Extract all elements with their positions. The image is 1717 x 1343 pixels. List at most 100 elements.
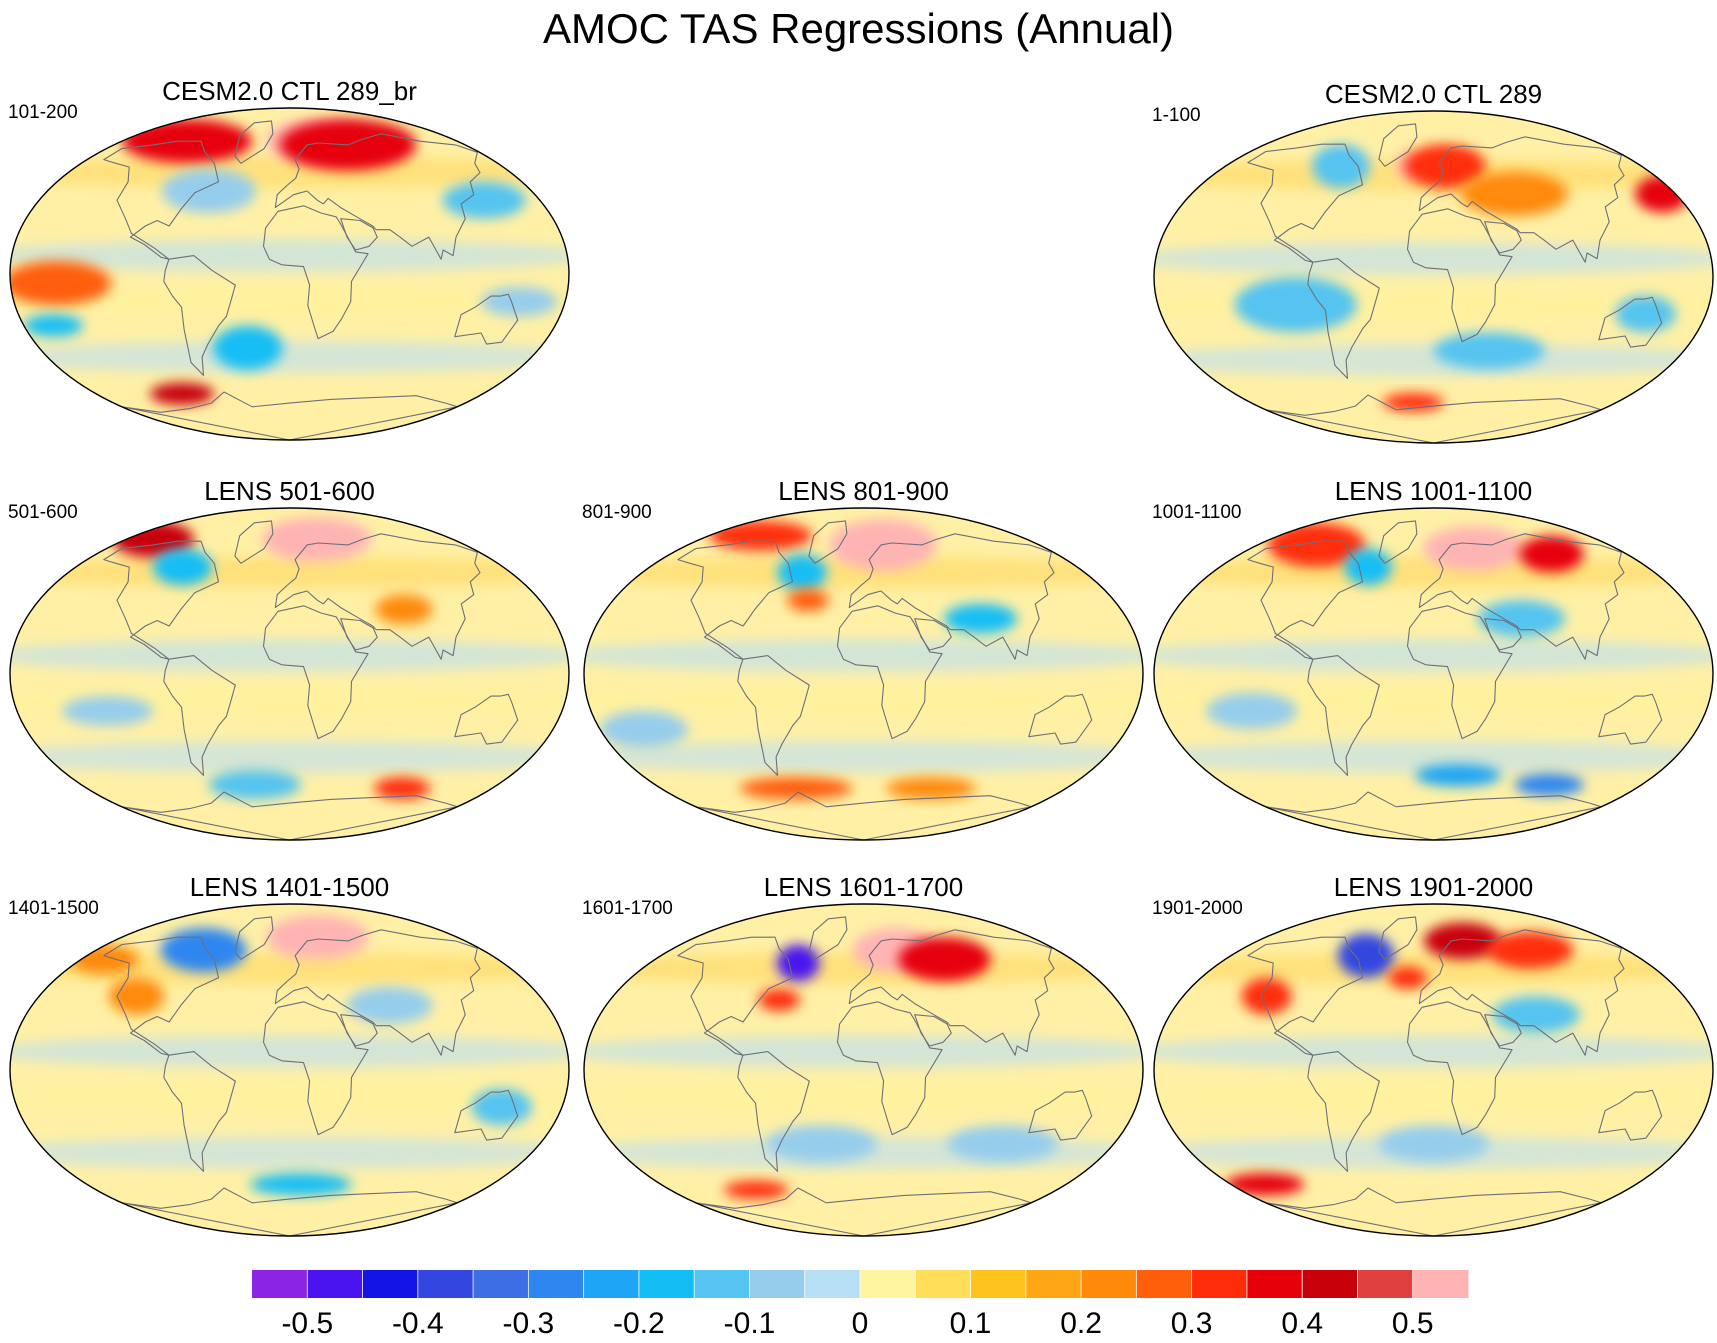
anomaly-region (1312, 144, 1370, 189)
background-band (1154, 242, 1713, 275)
colorbar-tick-label: 0.3 (1171, 1307, 1213, 1340)
coastline-antarctica (1265, 394, 1602, 443)
anomaly-region (1337, 933, 1395, 978)
anomaly-region (886, 777, 976, 800)
coastline-north-america (1247, 936, 1364, 1056)
coastline-antarctica (1265, 791, 1602, 840)
background-band (10, 1137, 569, 1169)
anomaly-region (442, 181, 526, 219)
colorbar-swatch (1081, 1270, 1137, 1298)
coastline-antarctica (1265, 1187, 1602, 1236)
coastline-arabia (1484, 1014, 1522, 1047)
anomaly-region (766, 1125, 878, 1163)
coastline-australia (454, 293, 519, 345)
anomaly-region (161, 168, 256, 214)
coastline-africa (1406, 208, 1513, 343)
anomaly-region (709, 520, 812, 551)
map-frame (583, 507, 1144, 841)
anomaly-region (1492, 996, 1580, 1034)
anomaly-region (723, 1180, 789, 1200)
coastline-north-america (1247, 143, 1364, 263)
panel-period-label: 501-600 (8, 502, 78, 523)
background-band (584, 556, 1143, 589)
anomaly-region (739, 777, 853, 800)
background-band (1154, 344, 1713, 376)
map-frame (9, 903, 570, 1237)
coastline-arabia (340, 218, 378, 251)
coastline-south-america (1307, 655, 1380, 776)
coastline-antarctica (695, 1187, 1032, 1236)
colorbar-swatch (252, 1270, 308, 1298)
background-band (1154, 952, 1713, 985)
anomaly-region (1206, 692, 1298, 730)
colorbar-swatch (970, 1270, 1027, 1298)
panel-period-label: 1-100 (1152, 105, 1201, 126)
panel-title: LENS 1601-1700 (763, 872, 964, 902)
background-band (10, 639, 569, 672)
colorbar-swatch (528, 1270, 585, 1298)
map-frame (1153, 507, 1714, 841)
coastline-eurasia (274, 929, 481, 1056)
panel-period-label: 1901-2000 (1152, 898, 1243, 919)
coastline-australia (1598, 1089, 1663, 1141)
map-frame (1153, 110, 1714, 444)
background-band (10, 741, 569, 773)
colorbar-swatch (915, 1270, 972, 1298)
panel-title: LENS 1901-2000 (1333, 872, 1534, 902)
coastline-north-america (103, 936, 220, 1056)
coastline-australia (1028, 1089, 1093, 1141)
map-plot (583, 903, 1144, 1237)
colorbar-swatch (583, 1270, 640, 1298)
background-band (1154, 741, 1713, 773)
colorbar-swatch (1302, 1270, 1358, 1298)
coastline-arabia (914, 618, 952, 651)
map-plot (1153, 507, 1714, 841)
map-panel: LENS 1601-1700 1601-1700 (582, 872, 1145, 1237)
anomaly-region (898, 937, 991, 982)
panel-period-label: 1001-1100 (1152, 502, 1242, 523)
anomaly-region (1423, 526, 1526, 571)
coastline-eurasia (1418, 136, 1625, 263)
map-panel: LENS 1901-2000 1901-2000 (1152, 872, 1715, 1237)
coastline-australia (1598, 296, 1663, 348)
coastline-africa (262, 605, 369, 740)
map-plot (1153, 110, 1714, 444)
anomaly-region (1267, 522, 1366, 567)
coastline-arabia (340, 1014, 378, 1047)
background-band (584, 952, 1143, 985)
colorbar-swatch (1136, 1270, 1193, 1298)
anomaly-region (213, 325, 283, 370)
coastline-antarctica (121, 1187, 458, 1236)
coastline-arabia (1484, 618, 1522, 651)
anomaly-region (346, 987, 433, 1024)
colorbar-swatch (307, 1270, 364, 1298)
colorbar-tick-label: 0.1 (950, 1307, 992, 1340)
anomaly-region (1514, 773, 1584, 796)
colorbar-tick-label: -0.3 (503, 1307, 555, 1340)
colorbar-swatch (1412, 1270, 1469, 1298)
panel-period-label: 101-200 (8, 102, 78, 123)
anomaly-region (1377, 1125, 1490, 1163)
anomaly-region (1388, 966, 1428, 989)
anomaly-region (944, 603, 1018, 634)
colorbar-tick-label: 0.4 (1281, 1307, 1323, 1340)
coastline-south-america (1307, 1051, 1380, 1172)
coastline-greenland (234, 120, 274, 164)
map-panel: LENS 1001-1100 1001-1100 (1152, 476, 1715, 841)
anomaly-region (1344, 548, 1392, 586)
coastline-africa (1406, 605, 1513, 740)
colorbar-swatch (804, 1270, 861, 1298)
panel-period-label: 801-900 (582, 502, 652, 523)
colorbar-swatch (749, 1270, 806, 1298)
background-band (584, 685, 1143, 718)
map-frame (583, 903, 1144, 1237)
coastline-antarctica (695, 791, 1032, 840)
colorbar-tick-label: -0.1 (724, 1307, 776, 1340)
anomaly-region (374, 777, 431, 800)
figure-title: AMOC TAS Regressions (Annual) (542, 5, 1174, 52)
colorbar-tick-label: -0.2 (613, 1307, 665, 1340)
colorbar-swatch (1357, 1270, 1414, 1298)
panel-title: CESM2.0 CTL 289 (1324, 79, 1543, 109)
background-band (10, 341, 569, 373)
map-plot (9, 507, 570, 841)
